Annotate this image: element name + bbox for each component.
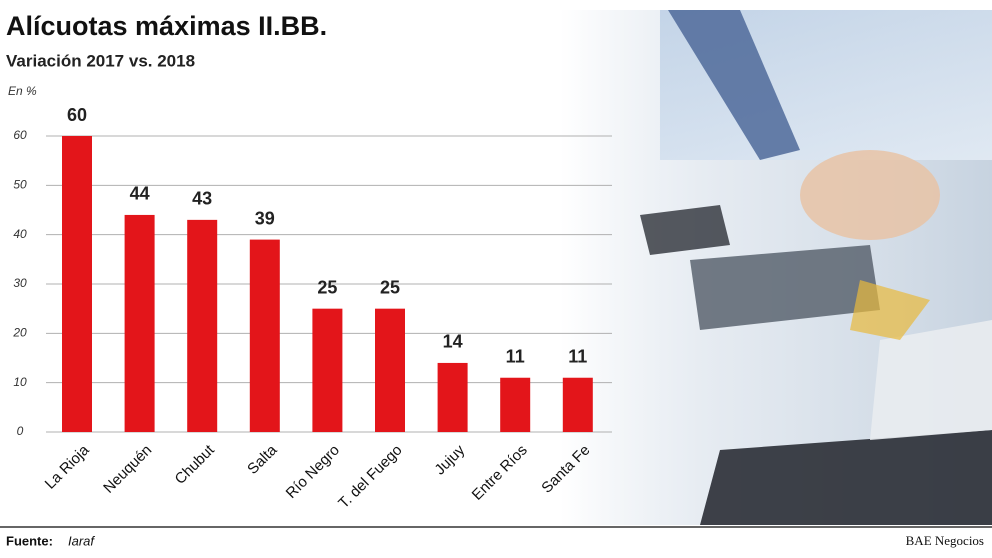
y-tick-label: 60 [13,128,27,142]
background-photo [560,10,992,525]
y-tick-label: 50 [13,178,27,192]
y-tick-label: 30 [13,276,27,290]
chart-subtitle: Variación 2017 vs. 2018 [6,51,195,70]
value-label: 44 [130,184,150,204]
y-tick-label: 20 [12,326,27,340]
x-tick-label: Entre Ríos [469,442,531,504]
x-tick-label: La Rioja [42,441,93,492]
x-tick-label: Chubut [172,441,219,488]
bar [187,219,218,432]
x-tick-label: Jujuy [431,441,468,478]
value-label: 60 [67,105,87,125]
chart-title: Alícuotas máximas II.BB. [6,11,327,41]
x-tick-label: Salta [244,441,281,478]
value-label: 14 [443,332,463,352]
value-label: 25 [317,277,337,297]
y-tick-label: 10 [13,375,27,389]
source: Iaraf [68,533,95,548]
bar [437,362,468,432]
bar [312,308,343,432]
y-tick-label: 40 [13,227,27,241]
value-label: 11 [506,346,525,366]
value-label: 11 [568,346,587,366]
value-label: 39 [255,208,275,228]
value-label: 25 [380,277,400,297]
bar [375,308,405,432]
bar [62,136,92,432]
x-tick-label: Neuquén [100,442,155,497]
source-label: Fuente: [6,533,53,548]
credit: BAE Negocios [906,533,984,548]
bar [249,239,280,432]
bar [124,214,155,432]
y-axis-label: En % [8,84,37,98]
y-tick-label: 0 [17,424,24,438]
x-tick-label: T. del Fuego [335,442,405,512]
x-tick-label: Río Negro [283,442,343,502]
value-label: 43 [192,189,212,209]
bar [500,377,531,432]
bar [562,377,593,432]
